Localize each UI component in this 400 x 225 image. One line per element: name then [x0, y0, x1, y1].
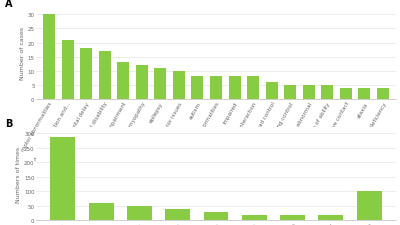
Bar: [303, 86, 315, 100]
Bar: [340, 88, 352, 100]
Bar: [358, 88, 370, 100]
Bar: [62, 40, 74, 100]
Text: B: B: [5, 118, 13, 128]
Bar: [99, 52, 111, 100]
Bar: [80, 49, 92, 100]
Bar: [165, 209, 190, 220]
Bar: [284, 86, 296, 100]
Bar: [247, 77, 259, 100]
Bar: [357, 191, 382, 220]
Bar: [173, 72, 185, 100]
Bar: [210, 77, 222, 100]
Bar: [89, 203, 114, 220]
Bar: [192, 77, 204, 100]
Bar: [321, 86, 333, 100]
Bar: [117, 63, 129, 100]
Bar: [228, 77, 240, 100]
Bar: [127, 206, 152, 220]
Bar: [280, 215, 305, 220]
Bar: [266, 83, 278, 100]
Bar: [136, 66, 148, 100]
Bar: [43, 15, 55, 100]
Bar: [318, 215, 343, 220]
Y-axis label: Numbers of times: Numbers of times: [16, 146, 21, 202]
Bar: [50, 138, 75, 220]
Bar: [242, 215, 267, 220]
Text: A: A: [5, 0, 13, 9]
Y-axis label: Number of cases: Number of cases: [20, 27, 25, 80]
Bar: [154, 69, 166, 100]
Bar: [377, 88, 389, 100]
Bar: [204, 212, 228, 220]
